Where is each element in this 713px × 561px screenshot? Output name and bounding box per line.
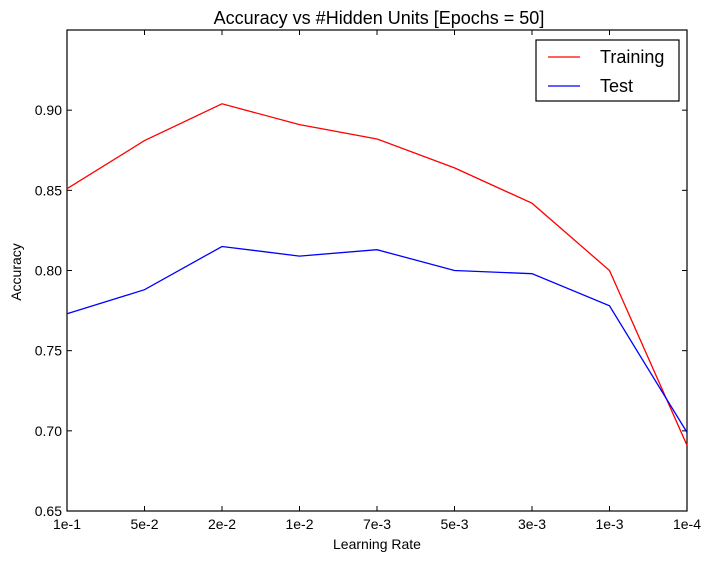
y-tick-label: 0.80 [35, 263, 62, 279]
y-tick-label: 0.70 [35, 423, 62, 439]
x-axis-label: Learning Rate [333, 536, 421, 552]
y-axis: 0.65 0.70 0.75 0.80 0.85 0.90 [35, 102, 687, 519]
x-tick-label: 3e-3 [518, 516, 546, 532]
y-tick-label: 0.75 [35, 343, 62, 359]
series-layer [66, 103, 688, 446]
series-line-training [66, 103, 688, 446]
x-tick-label: 7e-3 [363, 516, 391, 532]
y-axis-label: Accuracy [8, 243, 24, 301]
y-tick-label: 0.90 [35, 102, 62, 118]
legend-frame [535, 39, 680, 102]
x-tick-label: 2e-2 [208, 516, 236, 532]
legend: Training Test [535, 39, 680, 102]
x-tick-label: 1e-4 [673, 516, 701, 532]
y-tick-label: 0.65 [35, 503, 62, 519]
x-tick-label: 5e-3 [440, 516, 468, 532]
y-tick-label: 0.85 [35, 182, 62, 198]
x-tick-label: 5e-2 [130, 516, 158, 532]
x-tick-label: 1e-3 [595, 516, 623, 532]
legend-label-test: Test [600, 76, 633, 96]
x-tick-label: 1e-1 [53, 516, 81, 532]
x-axis: 1e-1 5e-2 2e-2 1e-2 7e-3 5e-3 3e-3 1e-3 1e-4 [53, 30, 701, 532]
series-line-test [66, 245, 688, 433]
plot-frame [66, 29, 688, 512]
chart-title: Accuracy vs #Hidden Units [Epochs = 50] [214, 8, 545, 28]
x-tick-label: 1e-2 [285, 516, 313, 532]
legend-label-training: Training [600, 47, 664, 67]
